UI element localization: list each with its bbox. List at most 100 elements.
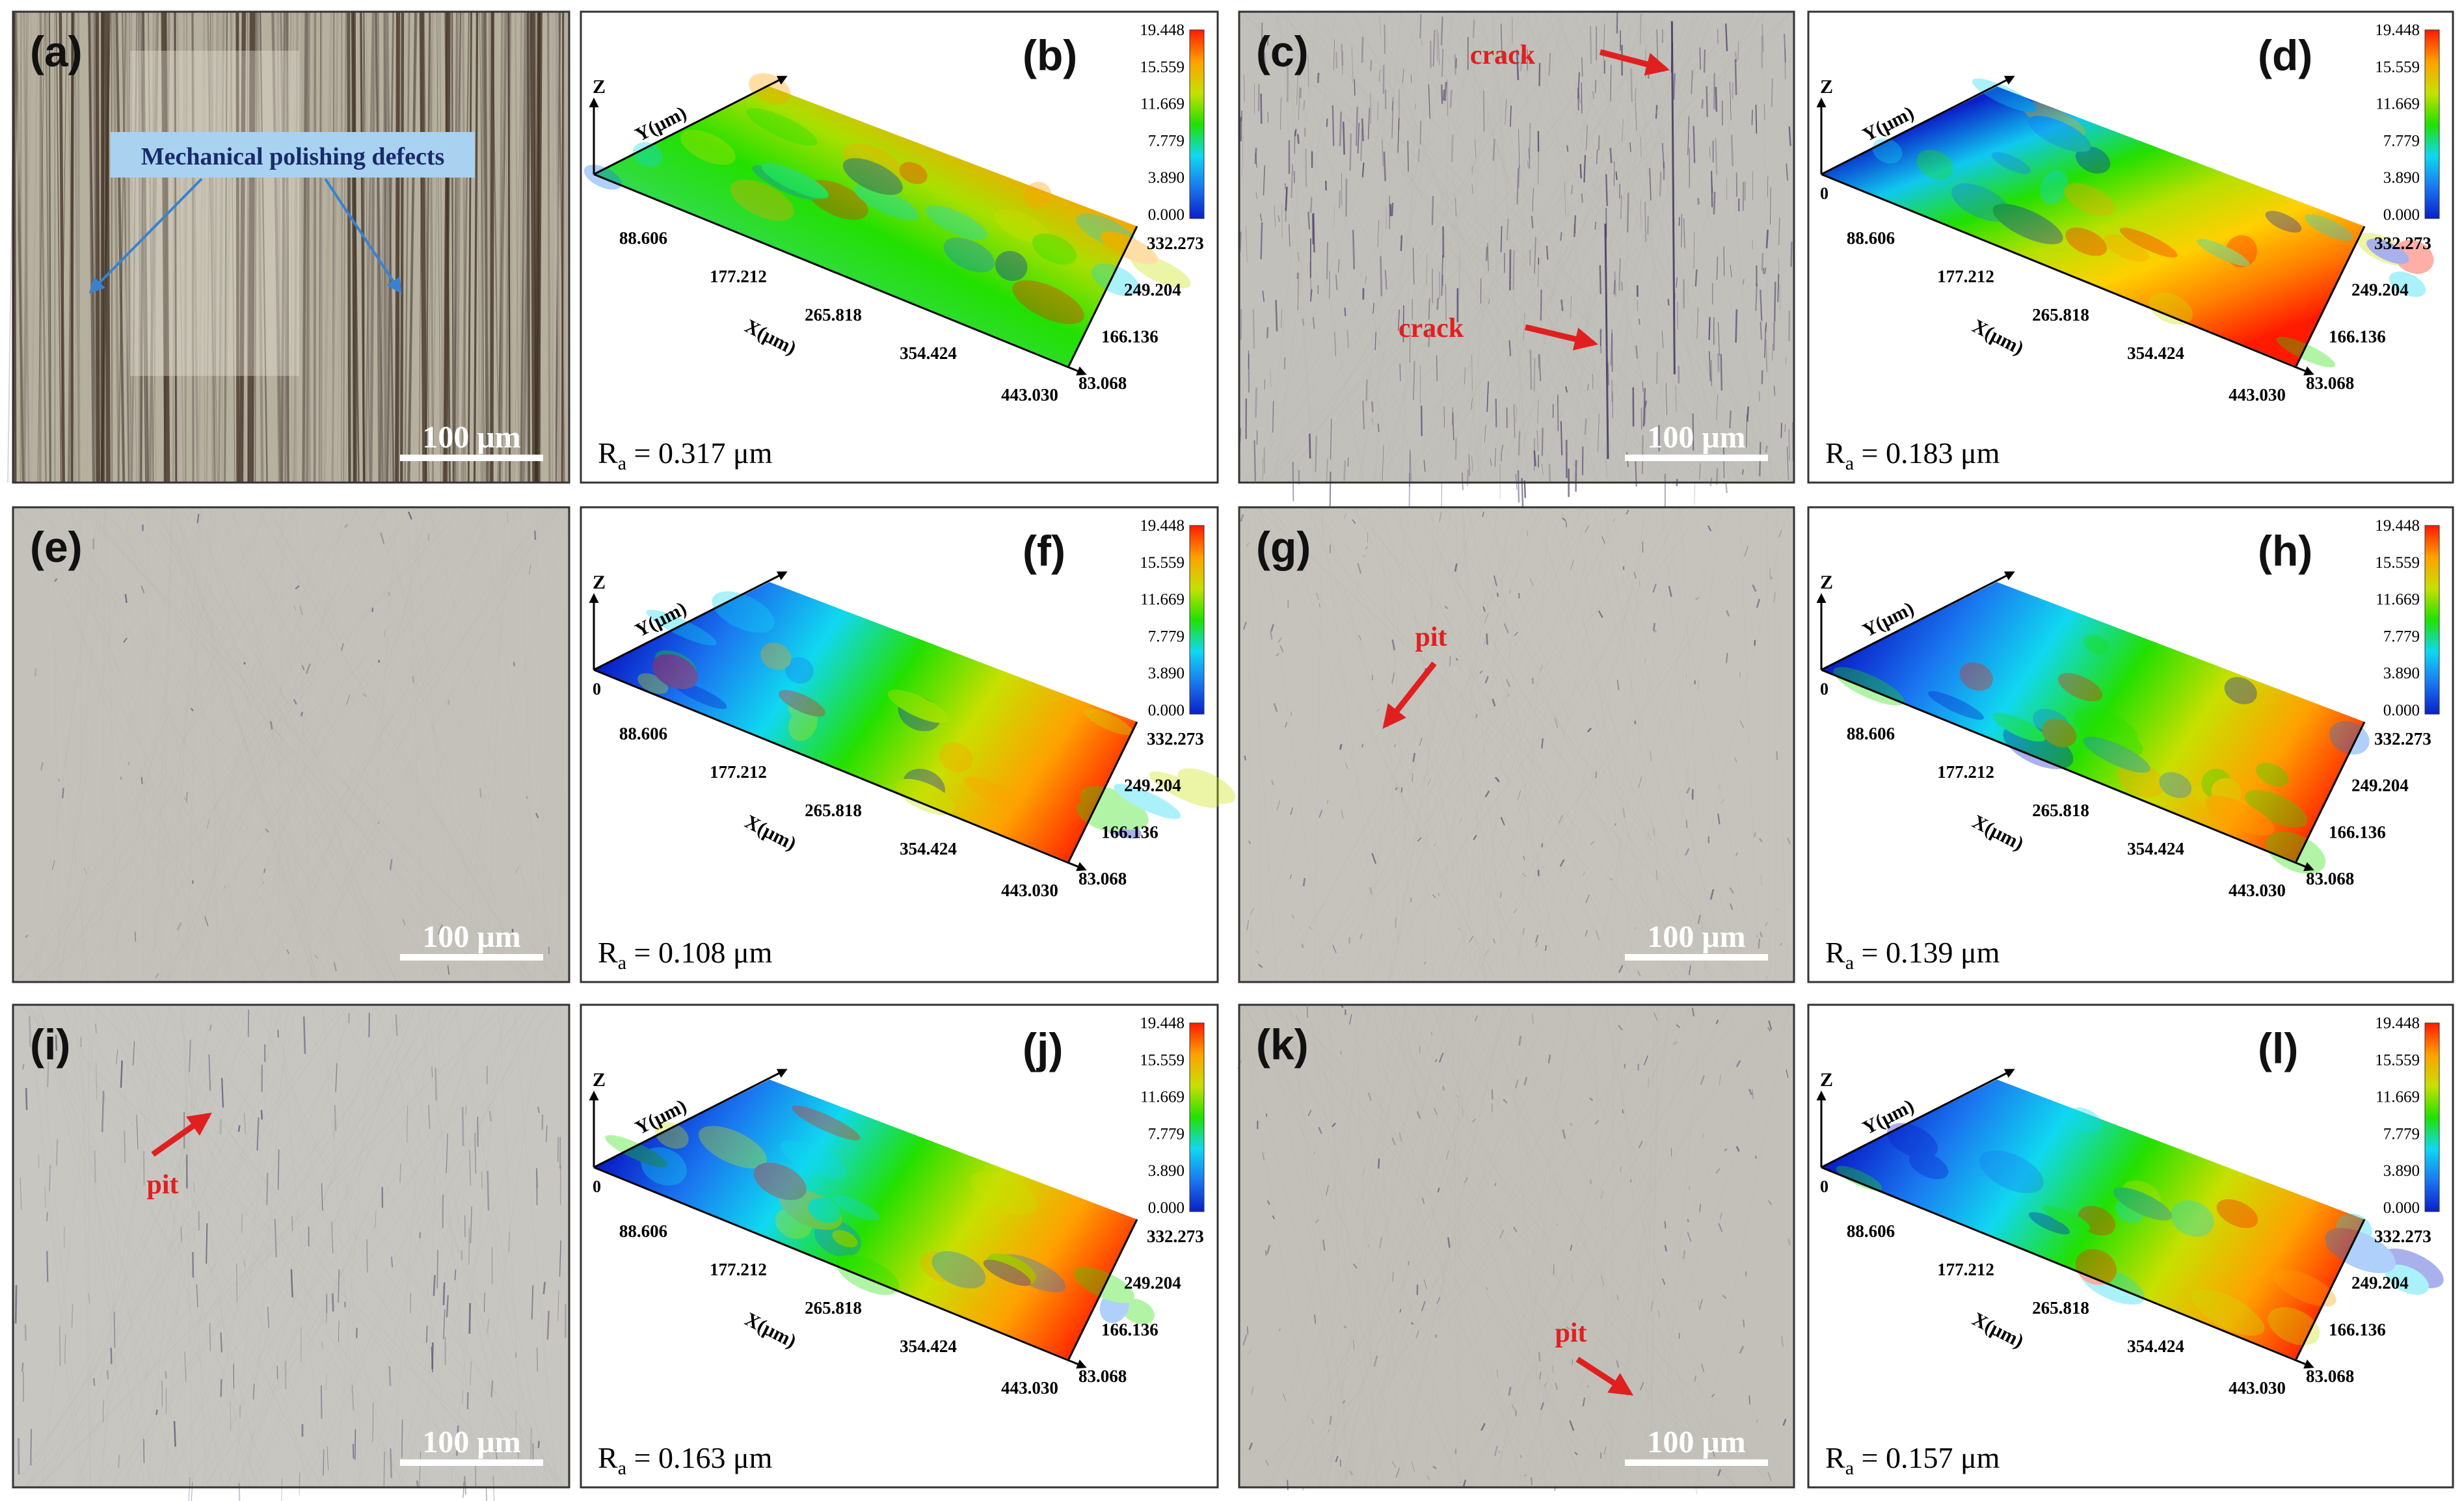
y-tick-label: 249.204 [2351,776,2409,795]
surface-map [1821,582,2364,862]
x-tick-label: 265.818 [805,1298,862,1318]
colorbar-tick-label: 19.448 [2375,1015,2420,1032]
y-tick-label: 332.273 [2374,729,2431,749]
roughness-value: Ra = 0.183 μm [1825,436,2000,474]
micrograph-panel-i: (i) 100 μm pit [12,1003,570,1501]
surface-panel-h: ZY(μm)X(μm)088.606177.212265.818354.4244… [1807,506,2454,983]
ra-space [1953,936,1961,969]
panel-label: (a) [30,27,83,75]
colorbar-tick-label: 3.890 [1148,665,1185,682]
panel-label: (g) [1256,523,1311,571]
surface-panel-j: ZY(μm)X(μm)088.606177.212265.818354.4244… [580,1003,1219,1489]
callout-arrow [324,178,402,294]
x-tick-label: 88.606 [1847,228,1895,248]
roughness-value: Ra = 0.317 μm [598,436,773,474]
scale-bar-label: 100 μm [422,920,520,954]
colorbar-tick-label: 11.669 [1140,591,1185,609]
axes [1816,75,2366,376]
x-tick-label: 443.030 [1001,881,1058,900]
colorbar [2424,29,2440,219]
x-tick-label: 443.030 [2229,385,2286,405]
panel-label: (k) [1256,1020,1309,1069]
annotation-pit: pit [1555,1318,1587,1348]
colorbar-tick-label: 11.669 [2376,591,2420,609]
x-tick-label: 177.212 [1937,267,1994,286]
colorbar [1189,525,1205,715]
callout-arrow [88,178,203,294]
z-axis-label: Z [593,572,606,593]
colorbar-tick-label: 11.669 [2376,1089,2420,1106]
y-tick-label: 249.204 [2351,280,2409,300]
x-tick-label: 88.606 [619,724,667,743]
surface-map [594,582,1137,862]
surface-contours [1833,634,2370,874]
panel-border [12,10,570,484]
z-zero-tick: 0 [593,1177,601,1196]
surface-panel-l: ZY(μm)X(μm)088.606177.212265.818354.4244… [1807,1003,2454,1489]
ra-unit: μm [1961,936,2000,969]
micrograph-texture [1240,507,1792,983]
z-zero-tick: 0 [593,680,601,698]
colorbar-tick-label: 7.779 [2383,628,2420,645]
callout-text: Mechanical polishing defects [141,143,445,170]
panel-label: (j) [1023,1024,1063,1072]
z-zero-tick: 0 [1820,680,1828,698]
panel-label: (h) [2258,527,2312,575]
micrograph-image [13,1005,569,1487]
ra-equals: = [1854,436,1886,470]
y-tick-label: 83.068 [2306,869,2354,888]
colorbar-tick-label: 3.890 [1148,169,1185,187]
panel-border [12,1003,570,1489]
annotation-crack: crack [1470,40,1536,70]
ra-equals: = [626,436,658,470]
colorbar-tick-label: 15.559 [1140,1052,1185,1069]
panel-border [1238,1003,1795,1489]
x-tick-label: 265.818 [805,305,862,325]
colorbar-tick-label: 11.669 [1140,1089,1185,1106]
roughness-value: Ra = 0.163 μm [598,1441,773,1479]
y-tick-label: 83.068 [2306,373,2354,393]
annotation-arrow [1524,324,1599,351]
colorbar-tick-label: 7.779 [1148,132,1185,150]
colorbar-tick-label: 0.000 [2383,206,2420,224]
annotation-arrow [1599,49,1670,76]
callout-box [111,132,475,178]
axes [589,75,1138,376]
surface-map [594,86,1137,366]
scale-bar-label: 100 μm [1647,920,1745,954]
colorbar-tick-label: 15.559 [2375,1052,2420,1069]
roughness-value: Ra = 0.108 μm [598,936,773,974]
colorbar-tick-label: 0.000 [2383,702,2420,719]
x-tick-label: 265.818 [2032,801,2089,820]
colorbar-tick-label: 3.890 [2383,1162,2420,1180]
surface-contours [1872,78,2434,367]
y-tick-label: 166.136 [1101,326,1158,346]
ra-equals: = [626,1441,658,1474]
micrograph-panel-a: (a) 100 μm Mechanical polishing defects [7,10,570,484]
ra-prefix: R [598,436,618,470]
ra-unit: μm [1961,1441,2000,1474]
x-tick-label: 88.606 [619,1221,667,1241]
panel-label: (i) [30,1020,70,1069]
y-tick-label: 249.204 [2351,1273,2409,1293]
scale-bar-label: 100 μm [1647,420,1745,455]
colorbar-tick-label: 3.890 [2383,665,2420,682]
micrograph-texture [13,507,569,983]
colorbar-tick-label: 0.000 [1148,1199,1185,1217]
surface-map [1821,86,2364,366]
ra-space [1953,1441,1961,1474]
colorbar [2424,1022,2440,1212]
colorbar-tick-label: 3.890 [2383,169,2420,187]
ra-subscript: a [618,453,626,474]
ra-prefix: R [1825,936,1845,969]
annotation-arrow [1575,1357,1634,1396]
scale-bar-label: 100 μm [1647,1425,1745,1459]
colorbar-tick-label: 7.779 [2383,1125,2420,1143]
colorbar-tick-label: 19.448 [1140,517,1185,535]
ra-space [725,1441,733,1474]
ra-number: 0.108 [658,936,726,969]
surface-contours [1836,1108,2444,1346]
ra-prefix: R [1825,1441,1845,1474]
colorbar-tick-label: 11.669 [2376,96,2420,113]
